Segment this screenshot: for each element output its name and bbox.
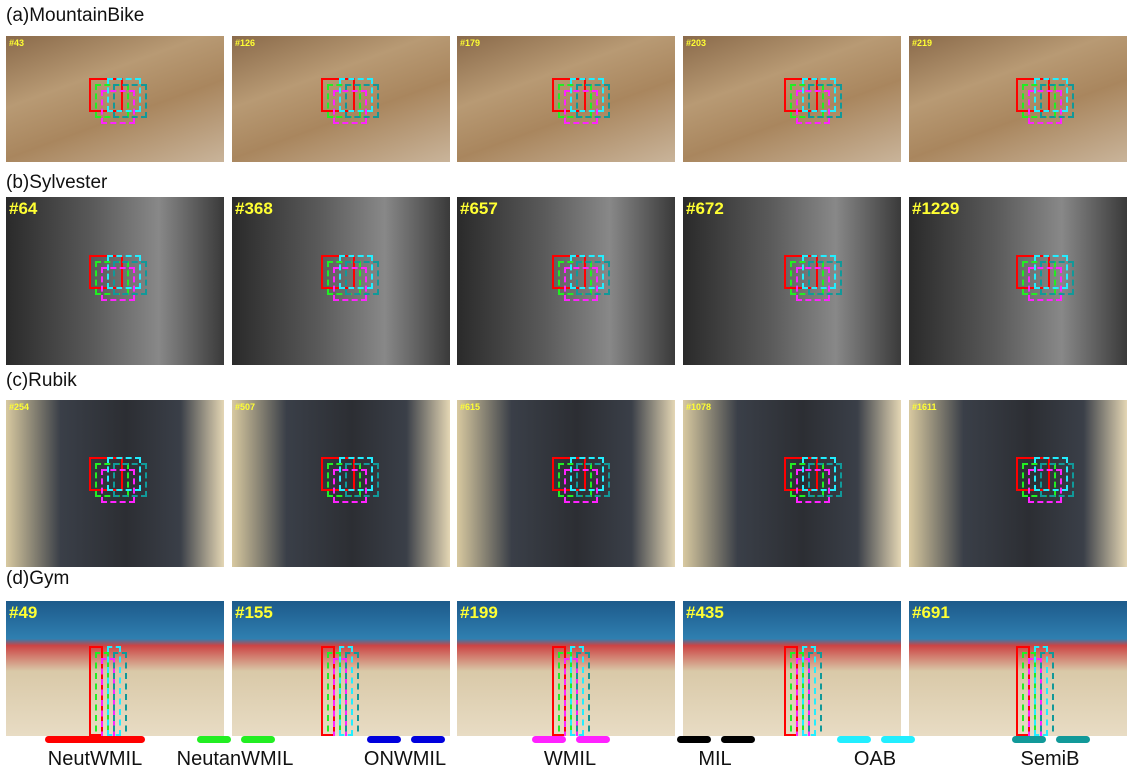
tracking-box bbox=[808, 463, 842, 497]
video-frame: #203 bbox=[683, 36, 901, 162]
tracking-box bbox=[808, 652, 822, 736]
tracking-box bbox=[808, 261, 842, 295]
figure: (a)MountainBike #43 #126 #179 #203 #219 (b)Syl… bbox=[0, 0, 1129, 774]
tracking-box bbox=[345, 84, 379, 118]
frame-number: #1611 bbox=[912, 402, 937, 412]
video-frame: #219 bbox=[909, 36, 1127, 162]
legend-label: ONWMIL bbox=[325, 748, 485, 771]
legend-label: MIL bbox=[635, 748, 795, 771]
frame-number: #254 bbox=[9, 402, 29, 412]
frame-number: #657 bbox=[460, 199, 498, 219]
video-frame: #691 bbox=[909, 601, 1127, 736]
frame-number: #691 bbox=[912, 603, 950, 623]
legend-swatch bbox=[197, 736, 231, 743]
frame-number: #1229 bbox=[912, 199, 959, 219]
tracking-box bbox=[576, 463, 610, 497]
legend-swatch bbox=[1012, 736, 1046, 743]
frame-number: #435 bbox=[686, 603, 724, 623]
tracking-box bbox=[576, 652, 590, 736]
tracking-box bbox=[113, 652, 127, 736]
frame-number: #199 bbox=[460, 603, 498, 623]
frame-number: #126 bbox=[235, 38, 255, 48]
video-frame: #179 bbox=[457, 36, 675, 162]
frame-number: #155 bbox=[235, 603, 273, 623]
tracking-box bbox=[345, 652, 359, 736]
legend-swatch bbox=[367, 736, 401, 743]
tracking-box bbox=[1040, 652, 1054, 736]
legend-swatch bbox=[411, 736, 445, 743]
tracking-box bbox=[576, 261, 610, 295]
legend-swatch bbox=[45, 736, 145, 743]
frame-number: #219 bbox=[912, 38, 932, 48]
frame-number: #64 bbox=[9, 199, 37, 219]
video-frame: #126 bbox=[232, 36, 450, 162]
legend-swatch bbox=[721, 736, 755, 743]
row-title: (d)Gym bbox=[6, 568, 69, 590]
legend-swatch bbox=[532, 736, 566, 743]
frame-number: #368 bbox=[235, 199, 273, 219]
frame-number: #1078 bbox=[686, 402, 711, 412]
video-frame: #1078 bbox=[683, 400, 901, 567]
tracking-box bbox=[113, 463, 147, 497]
tracking-box bbox=[113, 261, 147, 295]
video-frame: #1611 bbox=[909, 400, 1127, 567]
legend-label: OAB bbox=[795, 748, 955, 771]
legend-swatch bbox=[1056, 736, 1090, 743]
video-frame: #507 bbox=[232, 400, 450, 567]
frame-number: #672 bbox=[686, 199, 724, 219]
frame-number: #179 bbox=[460, 38, 480, 48]
video-frame: #199 bbox=[457, 601, 675, 736]
legend-label: WMIL bbox=[490, 748, 650, 771]
legend-swatch bbox=[241, 736, 275, 743]
tracking-box bbox=[113, 84, 147, 118]
row-title: (a)MountainBike bbox=[6, 5, 144, 27]
video-frame: #1229 bbox=[909, 197, 1127, 365]
legend-swatch bbox=[576, 736, 610, 743]
video-frame: #155 bbox=[232, 601, 450, 736]
tracking-box bbox=[345, 261, 379, 295]
frame-number: #203 bbox=[686, 38, 706, 48]
tracking-box bbox=[1040, 84, 1074, 118]
video-frame: #64 bbox=[6, 197, 224, 365]
frame-number: #49 bbox=[9, 603, 37, 623]
frame-number: #43 bbox=[9, 38, 24, 48]
video-frame: #435 bbox=[683, 601, 901, 736]
tracking-box bbox=[576, 84, 610, 118]
video-frame: #49 bbox=[6, 601, 224, 736]
legend-swatch bbox=[881, 736, 915, 743]
tracking-box bbox=[345, 463, 379, 497]
video-frame: #672 bbox=[683, 197, 901, 365]
legend-swatch bbox=[837, 736, 871, 743]
tracking-box bbox=[1040, 261, 1074, 295]
tracking-box bbox=[1040, 463, 1074, 497]
legend-swatch bbox=[677, 736, 711, 743]
legend-label: NeutWMIL bbox=[15, 748, 175, 771]
tracking-box bbox=[808, 84, 842, 118]
video-frame: #657 bbox=[457, 197, 675, 365]
legend-label: NeutanWMIL bbox=[155, 748, 315, 771]
frame-number: #507 bbox=[235, 402, 255, 412]
legend-label: SemiB bbox=[970, 748, 1129, 771]
frame-number: #615 bbox=[460, 402, 480, 412]
video-frame: #615 bbox=[457, 400, 675, 567]
video-frame: #254 bbox=[6, 400, 224, 567]
row-title: (b)Sylvester bbox=[6, 172, 107, 194]
video-frame: #43 bbox=[6, 36, 224, 162]
video-frame: #368 bbox=[232, 197, 450, 365]
row-title: (c)Rubik bbox=[6, 370, 77, 392]
